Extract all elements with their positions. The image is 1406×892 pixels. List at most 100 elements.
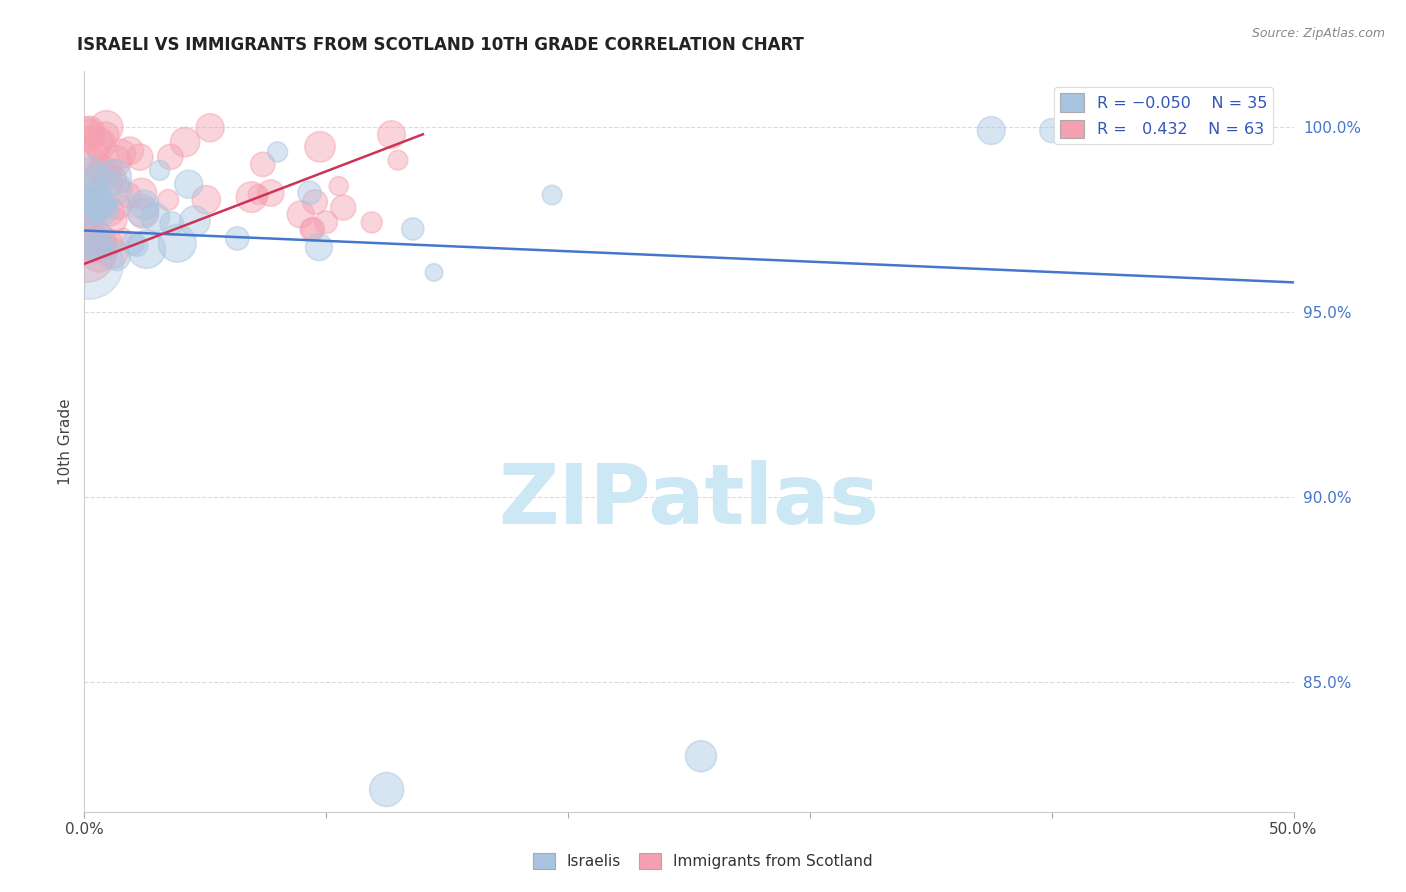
- Point: [131, 203, 153, 218]
- Point: [87, 238, 110, 252]
- Point: [541, 188, 564, 202]
- Point: [103, 169, 125, 184]
- Point: [97, 175, 120, 189]
- Point: [86, 135, 108, 149]
- Point: [87, 239, 110, 253]
- Point: [82, 194, 104, 208]
- Point: [134, 197, 156, 211]
- Point: [79, 128, 101, 142]
- Point: [195, 193, 218, 207]
- Point: [159, 150, 181, 164]
- Legend: Israelis, Immigrants from Scotland: Israelis, Immigrants from Scotland: [527, 847, 879, 875]
- Point: [103, 213, 125, 227]
- Point: [90, 230, 112, 244]
- Point: [308, 240, 330, 254]
- Point: [332, 201, 354, 215]
- Point: [198, 120, 221, 135]
- Point: [80, 155, 103, 169]
- Point: [82, 203, 104, 218]
- Point: [360, 215, 382, 229]
- Point: [96, 120, 118, 135]
- Point: [129, 150, 152, 164]
- Point: [77, 168, 100, 182]
- Point: [423, 265, 446, 279]
- Text: ISRAELI VS IMMIGRANTS FROM SCOTLAND 10TH GRADE CORRELATION CHART: ISRAELI VS IMMIGRANTS FROM SCOTLAND 10TH…: [77, 36, 804, 54]
- Point: [111, 178, 134, 193]
- Point: [77, 257, 100, 271]
- Point: [91, 202, 114, 217]
- Point: [86, 197, 108, 211]
- Point: [87, 248, 110, 262]
- Point: [112, 230, 135, 244]
- Point: [375, 782, 398, 797]
- Point: [302, 222, 325, 236]
- Point: [1040, 123, 1063, 137]
- Text: Source: ZipAtlas.com: Source: ZipAtlas.com: [1251, 27, 1385, 40]
- Point: [157, 193, 180, 207]
- Point: [104, 182, 127, 196]
- Point: [240, 190, 263, 204]
- Point: [97, 235, 120, 250]
- Point: [79, 124, 101, 138]
- Y-axis label: 10th Grade: 10th Grade: [58, 398, 73, 485]
- Point: [304, 194, 326, 209]
- Point: [80, 129, 103, 144]
- Point: [132, 206, 155, 220]
- Point: [387, 153, 409, 168]
- Point: [380, 128, 402, 142]
- Point: [103, 171, 125, 186]
- Point: [980, 123, 1002, 137]
- Point: [104, 154, 127, 169]
- Point: [118, 144, 141, 158]
- Point: [75, 245, 97, 260]
- Point: [75, 212, 97, 227]
- Point: [309, 140, 332, 154]
- Point: [149, 163, 172, 178]
- Point: [166, 236, 188, 251]
- Point: [107, 200, 129, 214]
- Point: [143, 211, 166, 225]
- Point: [89, 164, 111, 178]
- Point: [177, 177, 200, 191]
- Point: [75, 215, 97, 229]
- Point: [184, 214, 207, 228]
- Point: [402, 222, 425, 236]
- Point: [315, 215, 337, 229]
- Point: [80, 180, 103, 194]
- Point: [174, 135, 197, 149]
- Point: [94, 128, 117, 142]
- Point: [83, 241, 105, 255]
- Point: [80, 199, 103, 213]
- Point: [117, 188, 139, 202]
- Legend: R = −0.050    N = 35, R =   0.432    N = 63: R = −0.050 N = 35, R = 0.432 N = 63: [1053, 87, 1274, 145]
- Point: [87, 172, 110, 186]
- Point: [80, 211, 103, 225]
- Point: [80, 200, 103, 214]
- Point: [89, 196, 111, 211]
- Point: [131, 186, 153, 201]
- Point: [103, 161, 125, 175]
- Point: [80, 231, 103, 245]
- Point: [328, 179, 350, 194]
- Point: [121, 236, 143, 251]
- Point: [690, 749, 713, 764]
- Point: [98, 204, 121, 219]
- Point: [298, 186, 321, 200]
- Point: [89, 136, 111, 151]
- Point: [226, 231, 249, 245]
- Point: [77, 167, 100, 181]
- Point: [105, 250, 128, 264]
- Point: [89, 198, 111, 212]
- Point: [91, 166, 114, 180]
- Point: [110, 147, 132, 161]
- Point: [76, 123, 98, 137]
- Point: [299, 222, 322, 236]
- Point: [160, 217, 183, 231]
- Point: [266, 145, 288, 159]
- Point: [135, 242, 157, 256]
- Point: [290, 207, 312, 221]
- Text: ZIPatlas: ZIPatlas: [499, 460, 879, 541]
- Point: [125, 238, 148, 252]
- Point: [87, 145, 110, 159]
- Point: [101, 246, 124, 260]
